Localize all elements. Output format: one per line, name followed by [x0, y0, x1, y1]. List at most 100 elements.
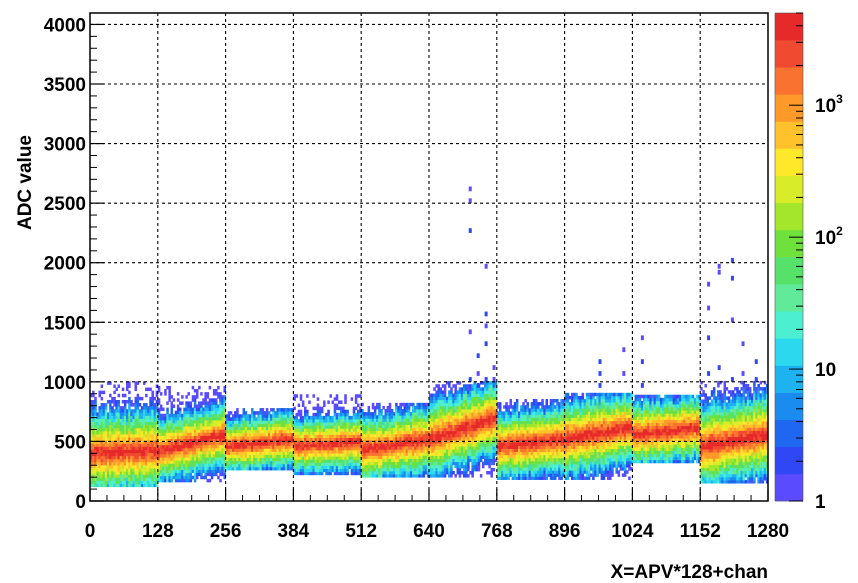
heatmap-cell [259, 451, 263, 455]
heatmap-cell [484, 455, 487, 459]
heatmap-cell [162, 447, 165, 452]
heatmap-cell [231, 448, 235, 452]
heatmap-cell [244, 451, 248, 455]
heatmap-cell [414, 421, 417, 425]
heatmap-cell [335, 419, 339, 423]
heatmap-cell [206, 429, 210, 433]
heatmap-cell [340, 465, 343, 469]
heatmap-cell [441, 412, 445, 416]
heatmap-cell [331, 465, 335, 469]
heatmap-cell [403, 474, 407, 478]
heatmap-cell [340, 456, 343, 460]
heatmap-cell [384, 461, 388, 466]
heatmap-cell [223, 395, 226, 399]
heatmap-cell [289, 454, 292, 459]
heatmap-cell [166, 385, 169, 390]
heatmap-cell [492, 390, 496, 394]
heatmap-cell [373, 458, 377, 463]
heatmap-cell [128, 468, 131, 472]
heatmap-cell [467, 393, 470, 398]
heatmap-cell [342, 415, 345, 420]
heatmap-cell [454, 452, 457, 456]
heatmap-cell [215, 454, 218, 458]
heatmap-cell [295, 428, 299, 432]
heatmap-cell [151, 471, 154, 475]
heatmap-cell [128, 455, 131, 460]
heatmap-cell [458, 418, 462, 422]
heatmap-cell [121, 440, 125, 444]
heatmap-cell [121, 412, 125, 416]
heatmap-cell [174, 416, 178, 421]
heatmap-cell [486, 396, 489, 401]
heatmap-cell [90, 409, 93, 413]
heatmap-cell [278, 442, 282, 446]
heatmap-cell [221, 407, 224, 412]
heatmap-cell [90, 418, 93, 423]
heatmap-cell [153, 474, 157, 478]
heatmap-cell [484, 427, 487, 432]
heatmap-cell [94, 474, 97, 478]
heatmap-cell [316, 443, 320, 448]
heatmap-cell [168, 432, 171, 436]
heatmap-cell [265, 445, 269, 449]
heatmap-cell [102, 477, 106, 481]
heatmap-cell [172, 447, 176, 452]
heatmap-cell [462, 474, 466, 478]
heatmap-cell [331, 434, 335, 439]
heatmap-cell [354, 459, 358, 463]
heatmap-cell [145, 452, 148, 457]
heatmap-cell [318, 446, 322, 451]
heatmap-cell [363, 433, 366, 438]
heatmap-cell [162, 438, 165, 443]
heatmap-cell [138, 483, 142, 488]
heatmap-cell [448, 390, 451, 394]
heatmap-cell [140, 465, 144, 469]
heatmap-cell [515, 442, 519, 446]
heatmap-cell [178, 460, 182, 464]
heatmap-cell [121, 483, 125, 488]
heatmap-cell [195, 435, 199, 439]
heatmap-cell [200, 438, 203, 443]
heatmap-cell [96, 477, 99, 481]
heatmap-cell [424, 402, 428, 407]
heatmap-cell [515, 408, 519, 412]
heatmap-cell [380, 418, 383, 422]
heatmap-cell [178, 410, 182, 415]
heatmap-cell [382, 452, 385, 456]
heatmap-cell [496, 448, 500, 453]
heatmap-cell [511, 417, 515, 422]
heatmap-cell [401, 467, 404, 472]
heatmap-cell [323, 431, 326, 435]
heatmap-cell [316, 440, 320, 445]
heatmap-cell [236, 420, 239, 424]
heatmap-cell [445, 430, 449, 435]
heatmap-cell [380, 467, 383, 472]
heatmap-cell [416, 467, 419, 472]
heatmap-cell [259, 454, 263, 459]
heatmap-cell [172, 423, 176, 427]
heatmap-cell [412, 474, 415, 478]
heatmap-cell [409, 467, 413, 472]
heatmap-cell [492, 427, 496, 432]
heatmap-cell [405, 443, 409, 447]
heatmap-cell [106, 443, 110, 447]
heatmap-cell [289, 417, 292, 421]
heatmap-cell [299, 412, 303, 417]
heatmap-cell [149, 437, 152, 441]
heatmap-cell [382, 433, 385, 438]
heatmap-cell [496, 426, 500, 431]
heatmap-cell [308, 443, 311, 448]
heatmap-cell [303, 459, 307, 463]
heatmap-cell [380, 452, 383, 456]
heatmap-cell [297, 425, 301, 429]
heatmap-cell [208, 401, 212, 405]
heatmap-cell [121, 418, 125, 423]
heatmap-cell [166, 441, 169, 446]
heatmap-cell [465, 396, 468, 401]
heatmap-cell [397, 452, 400, 456]
heatmap-cell [409, 449, 413, 453]
heatmap-cell [231, 460, 235, 465]
heatmap-cell [414, 424, 417, 429]
heatmap-cell [507, 442, 510, 446]
heatmap-cell [429, 402, 432, 407]
